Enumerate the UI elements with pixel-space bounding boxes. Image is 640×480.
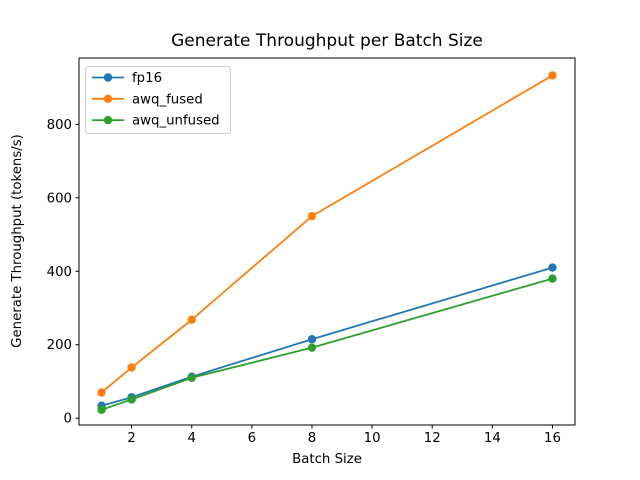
legend-marker-awq_fused xyxy=(103,94,113,104)
legend: fp16 awq_fused awq_unfused xyxy=(85,66,231,134)
legend-marker-fp16 xyxy=(103,73,113,82)
x-tick-label: 4 xyxy=(187,431,195,446)
series-line-awq_unfused xyxy=(101,277,553,411)
x-tick-label: 2 xyxy=(127,431,135,446)
axes-frame xyxy=(78,57,576,426)
legend-marker-awq_unfused xyxy=(103,115,113,125)
x-axis-label: Batch Size xyxy=(292,452,362,467)
data-point-awq_unfused xyxy=(187,373,196,382)
data-point-fp16 xyxy=(307,335,317,344)
x-tick-label: 12 xyxy=(424,431,441,446)
y-tick-label: 600 xyxy=(47,191,72,206)
legend-label-awq_fused: awq_fused xyxy=(132,92,203,107)
x-tick-label: 10 xyxy=(364,431,381,446)
data-point-awq_fused xyxy=(127,363,136,372)
y-tick-label: 400 xyxy=(47,265,72,280)
x-tick-label: 8 xyxy=(308,431,316,446)
data-point-awq_unfused xyxy=(97,405,106,414)
data-point-awq_fused xyxy=(97,388,106,397)
data-point-awq_unfused xyxy=(548,274,557,283)
y-tick-label: 0 xyxy=(64,412,72,427)
data-point-awq_unfused xyxy=(307,343,317,352)
x-tick-label: 16 xyxy=(544,431,561,446)
x-tick-label: 6 xyxy=(248,431,256,446)
data-point-awq_fused xyxy=(548,71,557,80)
data-point-fp16 xyxy=(548,263,557,272)
legend-box xyxy=(85,66,231,134)
data-point-awq_unfused xyxy=(127,395,136,404)
y-axis-label: Generate Throughput (tokens/s) xyxy=(10,134,25,348)
x-tick-label: 14 xyxy=(484,431,501,446)
y-tick-label: 200 xyxy=(47,338,72,353)
legend-label-fp16: fp16 xyxy=(132,71,162,86)
legend-label-awq_unfused: awq_unfused xyxy=(132,114,220,129)
chart-title: Generate Throughput per Batch Size xyxy=(171,31,483,51)
y-tick-label: 800 xyxy=(47,118,72,133)
data-point-awq_fused xyxy=(307,211,317,221)
data-point-awq_fused xyxy=(187,315,196,324)
